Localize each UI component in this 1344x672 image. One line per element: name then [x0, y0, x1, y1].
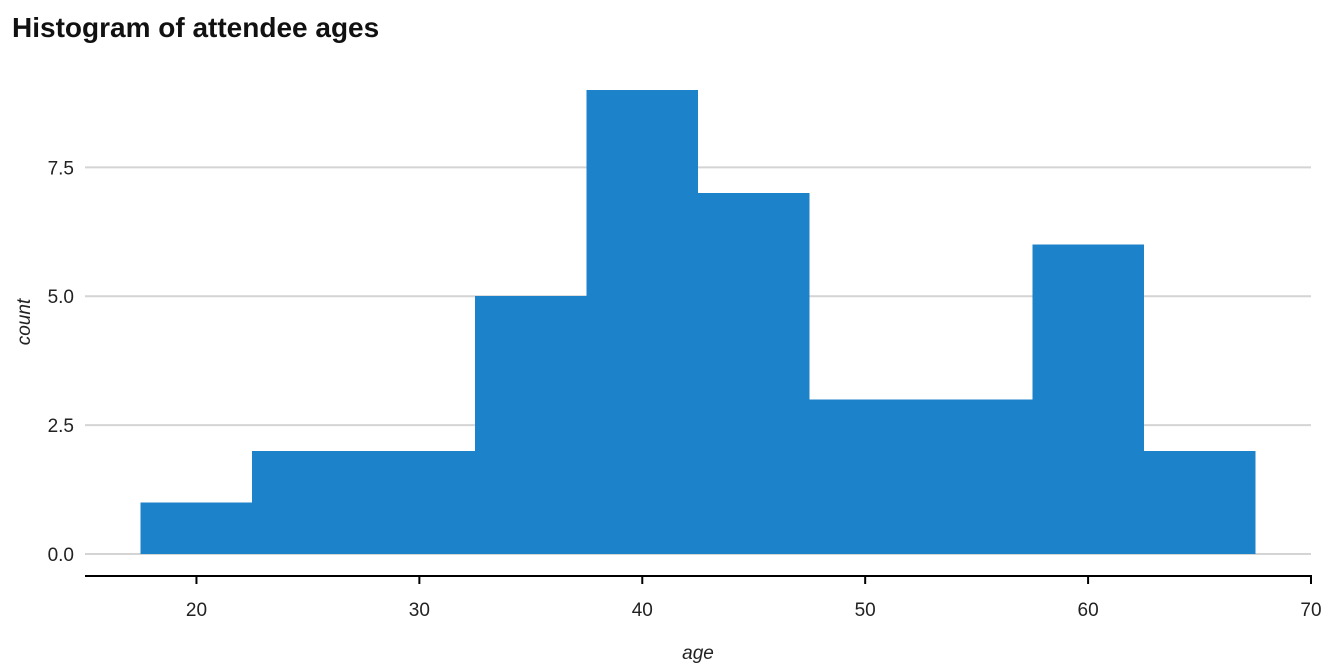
histogram-bar: [586, 90, 698, 554]
x-tick-label: 50: [855, 600, 876, 621]
histogram-bar: [920, 399, 1033, 554]
x-axis-ticks: 20 30 40 50 60 70: [186, 576, 1322, 621]
x-tick-label: 70: [1300, 600, 1321, 621]
x-tick-label: 20: [186, 600, 207, 621]
histogram-bar: [1032, 244, 1144, 554]
x-axis-title: age: [682, 643, 714, 664]
histogram-bar: [809, 399, 921, 554]
histogram-bar: [140, 502, 253, 554]
y-axis-ticks: 0.0 2.5 5.0 7.5: [48, 158, 74, 566]
y-tick-label: 2.5: [48, 416, 74, 437]
x-tick-label: 60: [1078, 600, 1099, 621]
histogram-bar: [1143, 450, 1256, 554]
y-tick-label: 7.5: [48, 158, 74, 179]
histogram-bar: [698, 193, 810, 554]
histogram-bar: [252, 450, 364, 554]
x-tick-label: 30: [409, 600, 430, 621]
chart-title: Histogram of attendee ages: [12, 12, 380, 43]
y-axis-title: count: [14, 298, 35, 345]
histogram-bar: [475, 296, 587, 554]
y-tick-label: 5.0: [48, 287, 74, 308]
histogram-bars: [140, 90, 1256, 554]
y-tick-label: 0.0: [48, 545, 74, 566]
x-tick-label: 40: [632, 600, 653, 621]
histogram-bar: [363, 450, 476, 554]
